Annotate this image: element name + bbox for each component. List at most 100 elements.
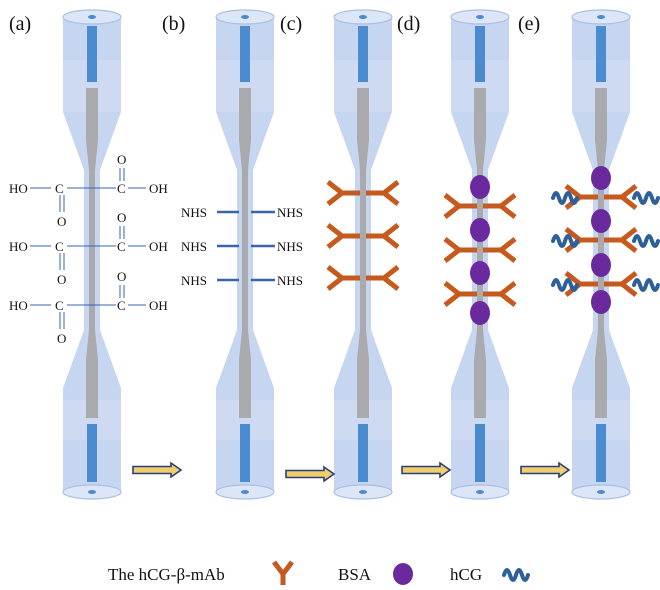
oxygen-left-label: O xyxy=(57,214,66,229)
tapered-fiber xyxy=(239,88,251,418)
panel-hcg: (e) xyxy=(518,9,660,500)
oxygen-left-label: O xyxy=(57,272,66,287)
panel-nhs: (b) NHS NHS NHS NHS NHS NHS xyxy=(162,9,303,500)
antibody-left-arm-lower xyxy=(326,276,344,291)
antibody-left-arm-upper xyxy=(326,180,344,195)
tube-bottom-core-dot xyxy=(476,490,484,494)
antibody-right-arm-upper xyxy=(499,237,517,252)
fiber-core-top xyxy=(596,26,606,82)
antibody-right-arm-lower xyxy=(382,276,400,291)
legend: The hCG-β-mAb BSA hCG xyxy=(108,560,530,585)
antibody-left-arm-lower xyxy=(443,204,461,219)
panel-label: (d) xyxy=(397,13,420,35)
antibody-right-arm-lower xyxy=(620,238,638,253)
antibody-right-arm-upper xyxy=(382,265,400,280)
antibody-right-arm-upper xyxy=(620,184,638,199)
antibody-left-arm-upper xyxy=(443,193,461,208)
step-arrow xyxy=(132,461,183,479)
hydroxyl-left-label: HO xyxy=(9,298,28,313)
nhs-row: NHS NHS xyxy=(181,205,303,220)
panel-label: (b) xyxy=(162,13,185,35)
antibody-left-arm-lower xyxy=(443,248,461,263)
antibody-left-arm-lower xyxy=(443,292,461,307)
legend-bsa-icon xyxy=(393,563,413,585)
bsa-molecule xyxy=(591,290,611,314)
hydroxyl-left-label: HO xyxy=(9,181,28,196)
antibody-left-arm-upper xyxy=(564,184,582,199)
oxygen-left-label: O xyxy=(57,331,66,346)
carbon-right-label: C xyxy=(117,181,126,196)
antibody-right-arm-upper xyxy=(382,223,400,238)
antibody-right-arm-upper xyxy=(620,227,638,242)
antibody-right-arm-lower xyxy=(620,195,638,210)
tube-bottom-core-dot xyxy=(359,490,367,494)
antibody-left-arm-upper xyxy=(443,237,461,252)
step-arrows xyxy=(132,461,571,483)
antibody-right-arm-lower xyxy=(382,191,400,206)
antibody-left-arm-upper xyxy=(326,223,344,238)
hcg-molecule-left xyxy=(551,278,579,292)
antibody-left-arm-upper xyxy=(564,271,582,286)
step-arrow xyxy=(520,461,571,479)
panel-label: (a) xyxy=(9,13,31,35)
nhs-left-label: NHS xyxy=(181,273,207,288)
nhs-row: NHS NHS xyxy=(181,239,303,254)
carbon-left-label: C xyxy=(55,298,64,313)
carbon-left-label: C xyxy=(55,239,64,254)
tube-top-core-dot xyxy=(88,15,96,19)
antibody-left-arm-upper xyxy=(326,265,344,280)
hydroxyl-left-label: HO xyxy=(9,239,28,254)
antibody-right-arm-upper xyxy=(382,180,400,195)
legend-antibody-label: The hCG-β-mAb xyxy=(108,565,225,584)
fiber-core-top xyxy=(240,26,250,82)
antibody-right-arm-upper xyxy=(499,281,517,296)
nhs-left-label: NHS xyxy=(181,239,207,254)
antibody-right-arm-lower xyxy=(620,282,638,297)
step-arrow xyxy=(401,461,452,479)
hcg-molecule-right xyxy=(632,234,660,248)
fiber-core-bottom xyxy=(596,424,606,482)
fiber-core-bottom xyxy=(87,424,97,482)
legend-hcg-icon xyxy=(502,568,530,582)
panel-label: (e) xyxy=(518,13,540,35)
oxygen-right-label: O xyxy=(117,152,126,167)
bsa-molecule xyxy=(470,261,490,285)
antibody-right-arm-lower xyxy=(499,204,517,219)
bsa-molecule xyxy=(591,166,611,190)
hcg-molecule-left xyxy=(551,191,579,205)
panel-bsa: (d) xyxy=(397,9,517,500)
legend-bsa-label: BSA xyxy=(338,565,372,584)
antibody-left-arm-upper xyxy=(564,227,582,242)
fiber-core-bottom xyxy=(475,424,485,482)
hcg-molecule-right xyxy=(632,278,660,292)
antibody-right-arm-lower xyxy=(499,248,517,263)
bsa-molecule xyxy=(591,209,611,233)
panel-antibody: (c) xyxy=(280,9,400,500)
legend-hcg-wave xyxy=(502,568,530,582)
antibody-right-arm-lower xyxy=(499,292,517,307)
hydroxyl-right-label: OH xyxy=(149,181,168,196)
antibody-left-arm-lower xyxy=(326,234,344,249)
tapered-fiber xyxy=(474,88,486,418)
legend-antibody-icon xyxy=(272,560,294,585)
bsa-molecule xyxy=(470,218,490,242)
legend-antibody-arm-right xyxy=(281,560,294,576)
tube-bottom-core-dot xyxy=(241,490,249,494)
antibody-right-arm-upper xyxy=(499,193,517,208)
tube-bottom-core-dot xyxy=(597,490,605,494)
tube-bottom-core-dot xyxy=(88,490,96,494)
carbon-right-label: C xyxy=(117,239,126,254)
nhs-right-label: NHS xyxy=(277,205,303,220)
tube-top-core-dot xyxy=(597,15,605,19)
antibody-left-arm-lower xyxy=(326,191,344,206)
carbon-left-label: C xyxy=(55,181,64,196)
bsa-molecule xyxy=(470,175,490,199)
fiber-core-bottom xyxy=(358,424,368,482)
bsa-molecule xyxy=(470,301,490,325)
hydroxyl-right-label: OH xyxy=(149,239,168,254)
hcg-molecule-right xyxy=(632,191,660,205)
